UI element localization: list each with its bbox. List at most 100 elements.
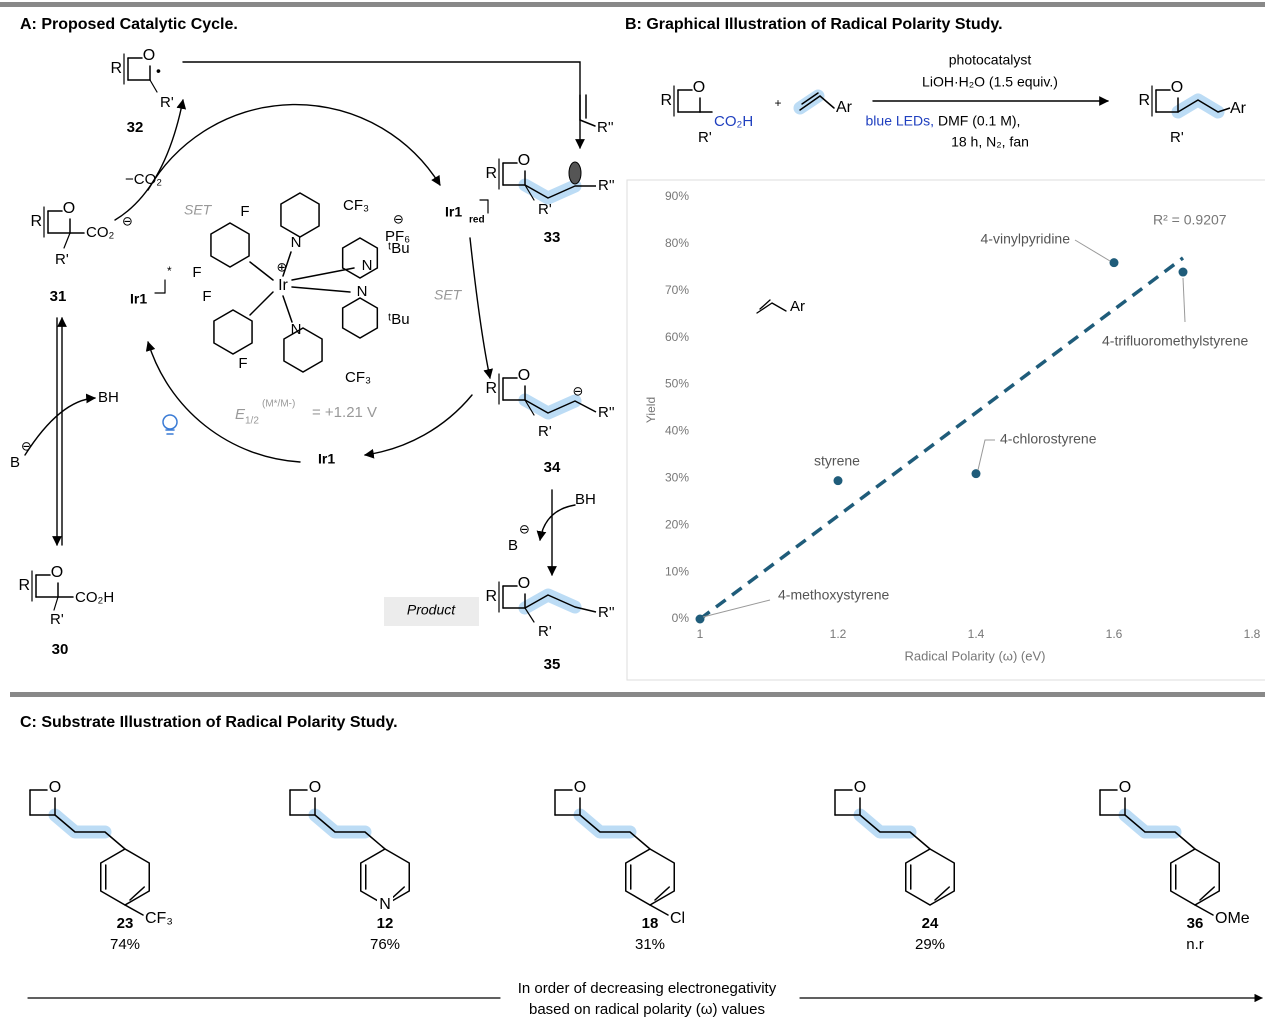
label: R (485, 165, 497, 182)
compound-number: 34 (544, 459, 561, 476)
label: ⊖ (519, 521, 530, 536)
label: R' (538, 623, 552, 640)
label: N (357, 283, 368, 300)
highlight (525, 400, 575, 413)
yield-label: 76% (370, 936, 400, 953)
y-tick-label: 20% (665, 517, 689, 531)
highlight (1178, 100, 1218, 112)
label: Ir1 (445, 204, 462, 220)
label: F (238, 355, 247, 372)
yield-label: 31% (635, 936, 665, 953)
y-tick-label: 90% (665, 189, 689, 203)
label: R (660, 92, 672, 109)
leader-line (1183, 278, 1185, 322)
label: O (518, 575, 530, 592)
compound-number: 35 (544, 656, 561, 673)
label: F (202, 288, 211, 305)
bond (54, 597, 58, 610)
label: O (1171, 79, 1183, 96)
bond (283, 296, 292, 322)
label: SET (434, 287, 463, 303)
label: ⊖ (21, 438, 32, 453)
label: 1/2 (245, 416, 259, 427)
label: O (49, 779, 61, 796)
label: OMe (1215, 910, 1250, 927)
label: DMF (0.1 M), (938, 113, 1020, 129)
label: R' (50, 611, 64, 628)
compound-number: 23 (117, 915, 134, 932)
label: O (143, 47, 155, 64)
label: N (291, 321, 302, 338)
label: LiOH·H₂O (1.5 equiv.) (922, 74, 1058, 90)
ring (101, 849, 149, 905)
label: 18 h, N₂, fan (951, 134, 1029, 150)
label: O (51, 564, 63, 581)
label: N (362, 257, 373, 274)
label: BH (98, 389, 119, 406)
point (1110, 258, 1119, 267)
panel-title: B: Graphical Illustration of Radical Pol… (625, 16, 1003, 33)
label: photocatalyst (949, 52, 1032, 68)
separator (10, 692, 1265, 697)
label: O (518, 367, 530, 384)
label: CF₃ (145, 910, 173, 927)
bulb-icon (163, 415, 177, 429)
highlight (525, 595, 575, 608)
point-label: 4-trifluoromethylstyrene (1102, 333, 1248, 349)
label: O (574, 779, 586, 796)
highlight (55, 815, 105, 832)
highlight (860, 815, 910, 832)
y-tick-label: 0% (672, 611, 690, 625)
label: O (693, 79, 705, 96)
x-axis-label: Radical Polarity (ω) (eV) (905, 648, 1046, 663)
highlight (525, 185, 575, 198)
point-label: styrene (814, 453, 860, 469)
ring (906, 849, 954, 905)
label: ⊖ (393, 211, 404, 226)
panel-title: A: Proposed Catalytic Cycle. (20, 16, 238, 33)
y-tick-label: 80% (665, 236, 689, 250)
label: R' (1170, 129, 1184, 146)
label: R (485, 380, 497, 397)
chart-frame (627, 180, 1265, 680)
label: R' (698, 129, 712, 146)
arrow (183, 62, 580, 148)
label: CF₃ (345, 369, 371, 386)
compound-number: 32 (127, 119, 144, 136)
ring (214, 310, 252, 354)
label: O (1119, 779, 1131, 796)
arrow (115, 100, 183, 220)
bond (650, 905, 668, 915)
highlight (580, 815, 630, 832)
bond (64, 233, 70, 248)
yield-label: n.r (1186, 936, 1204, 953)
label: ⊖ (573, 383, 584, 398)
arrow (25, 398, 95, 455)
x-tick-label: 1.8 (1244, 627, 1261, 641)
bond (292, 287, 350, 292)
label: O (854, 779, 866, 796)
label: Cl (670, 910, 685, 927)
label: F (192, 264, 201, 281)
label: R'' (598, 404, 615, 421)
yield-label: 74% (110, 936, 140, 953)
trendline (700, 258, 1183, 619)
x-tick-label: 1.6 (1106, 627, 1123, 641)
ring (626, 849, 674, 905)
label: B (10, 454, 20, 471)
label: R' (538, 201, 552, 218)
compound-number: 31 (50, 288, 67, 305)
r2-label: R² = 0.9207 (1153, 212, 1227, 228)
label: R (110, 60, 122, 77)
ring (1171, 849, 1219, 905)
label: + (774, 96, 781, 110)
label: F (240, 203, 249, 220)
label: Ir1 (318, 451, 335, 467)
label: = +1.21 V (312, 404, 377, 421)
label: R (18, 577, 30, 594)
label: R (30, 213, 42, 230)
bond (125, 905, 143, 915)
label: PF₆ (385, 228, 410, 245)
label: Ar (1230, 100, 1247, 117)
label: Product (407, 602, 456, 618)
